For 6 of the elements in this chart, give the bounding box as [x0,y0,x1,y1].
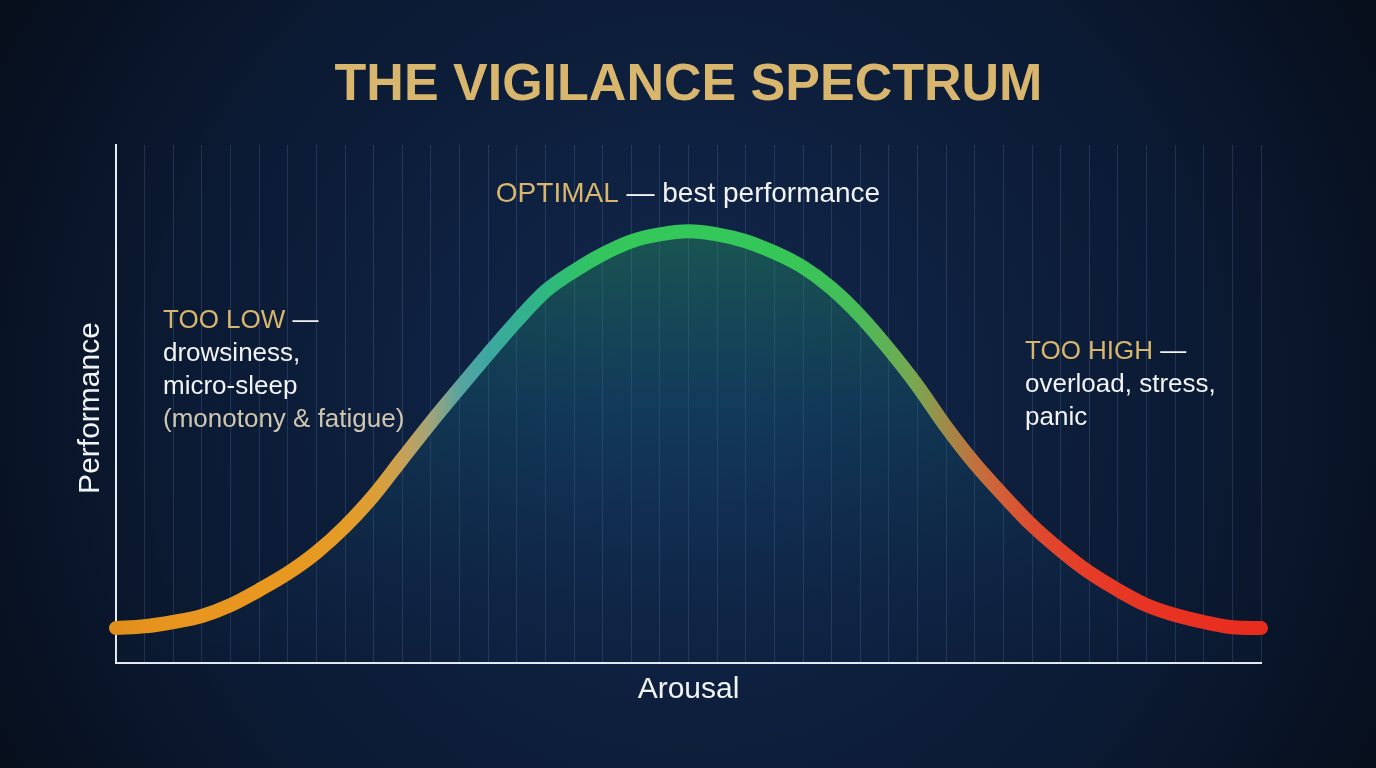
text: TOO HIGH — overload, stress, panic [1025,335,1216,431]
text: OPTIMAL — best performance [495,177,881,208]
x-axis-title: Arousal [637,671,740,705]
annotation: TOO LOW — drowsiness, micro-sleep (monotony & fatigue) [163,304,405,433]
y-axis-title: Performance [72,322,106,494]
chart-title: THE VIGILANCE SPECTRUM [334,53,1043,112]
